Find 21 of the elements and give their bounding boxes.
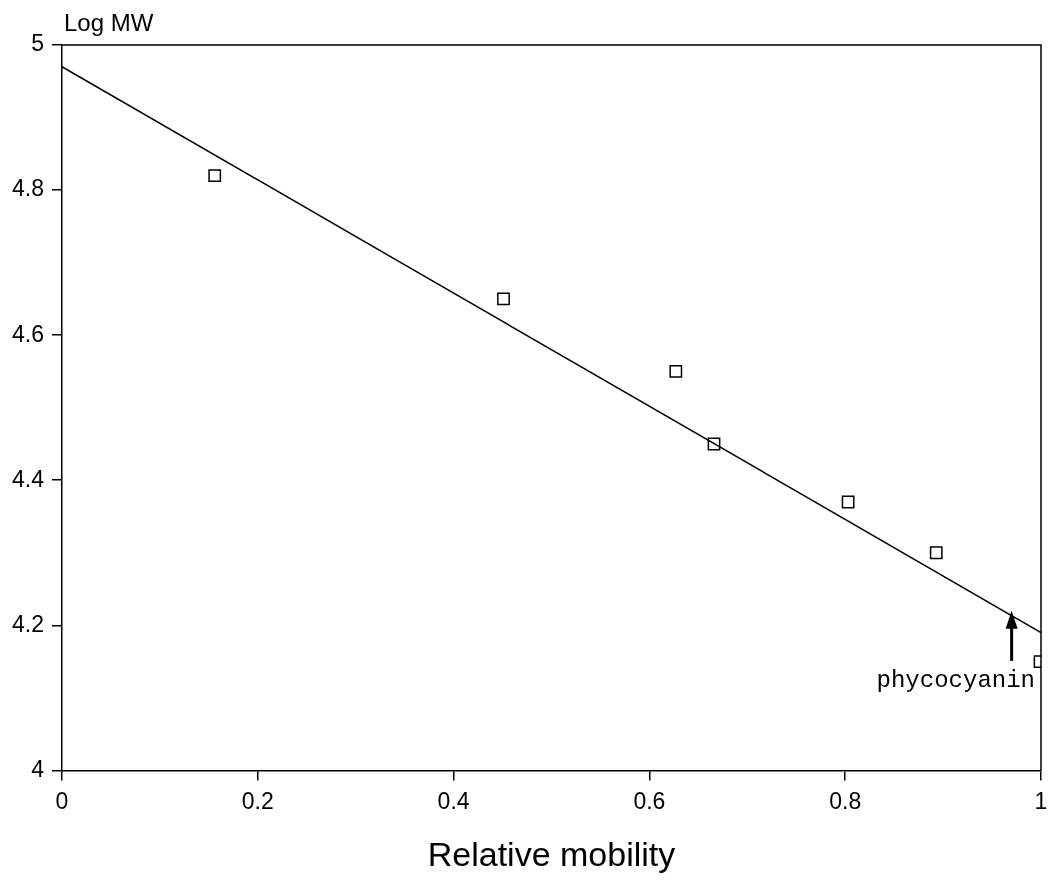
x-tick-label: 0 bbox=[55, 787, 69, 814]
y-tick-label: 4.4 bbox=[11, 465, 45, 492]
point bbox=[841, 495, 855, 509]
y-tick-label: 4 bbox=[31, 755, 45, 782]
point bbox=[929, 546, 943, 560]
annotation: phycocyanin bbox=[876, 667, 1035, 695]
y-tick-label: 4.6 bbox=[11, 320, 44, 347]
x-axis-title: Relative mobility bbox=[427, 835, 676, 873]
point bbox=[707, 437, 721, 451]
y-tick-label: 4.8 bbox=[11, 175, 44, 202]
point bbox=[669, 365, 683, 378]
x-tick-label: 0.6 bbox=[633, 787, 666, 814]
x-tick-label: 1 bbox=[1034, 787, 1048, 814]
y-tick-label: 5 bbox=[31, 30, 44, 57]
x-tick-label: 0.4 bbox=[437, 787, 470, 814]
y-tick-label: 4.2 bbox=[11, 610, 44, 637]
x-tick-label: 0.2 bbox=[241, 787, 274, 814]
y-axis-title: Log MW bbox=[63, 9, 154, 36]
point bbox=[497, 292, 510, 306]
point bbox=[208, 169, 222, 182]
x-tick-label: 0.8 bbox=[829, 787, 862, 814]
